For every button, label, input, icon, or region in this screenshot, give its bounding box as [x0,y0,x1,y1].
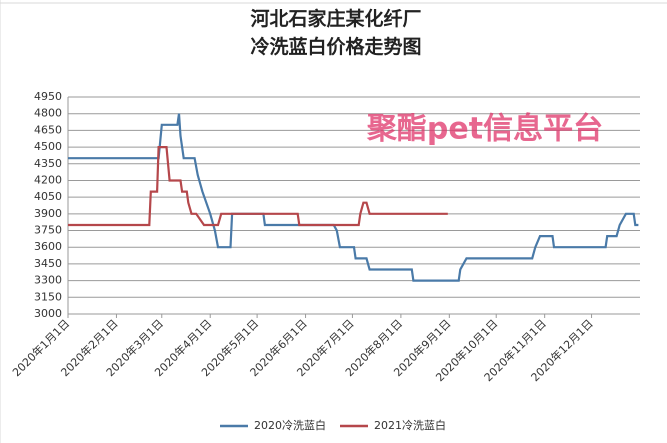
y-tick-label: 4500 [34,140,62,153]
y-tick-label: 3900 [34,207,62,220]
y-tick-label: 4800 [34,107,62,120]
y-tick-label: 4950 [34,90,62,103]
y-tick-label: 3450 [34,257,62,270]
y-tick-label: 3750 [34,224,62,237]
y-tick-label: 4050 [34,190,62,203]
legend-label: 2020冷洗蓝白 [254,418,326,432]
y-tick-label: 3000 [34,307,62,320]
series-line [68,113,639,282]
watermark: 聚酯pet信息平台 [366,112,603,147]
series-line [68,146,448,227]
legend-label: 2021冷洗蓝白 [374,418,446,432]
chart-title: 冷洗蓝白价格走势图 [250,35,421,58]
y-tick-label: 3600 [34,240,62,253]
y-tick-label: 3300 [34,274,62,287]
chart-title: 河北石家庄某化纤厂 [250,7,421,30]
y-tick-label: 3150 [34,290,62,303]
y-tick-label: 4200 [34,173,62,186]
y-tick-label: 4650 [34,123,62,136]
y-tick-label: 4350 [34,157,62,170]
